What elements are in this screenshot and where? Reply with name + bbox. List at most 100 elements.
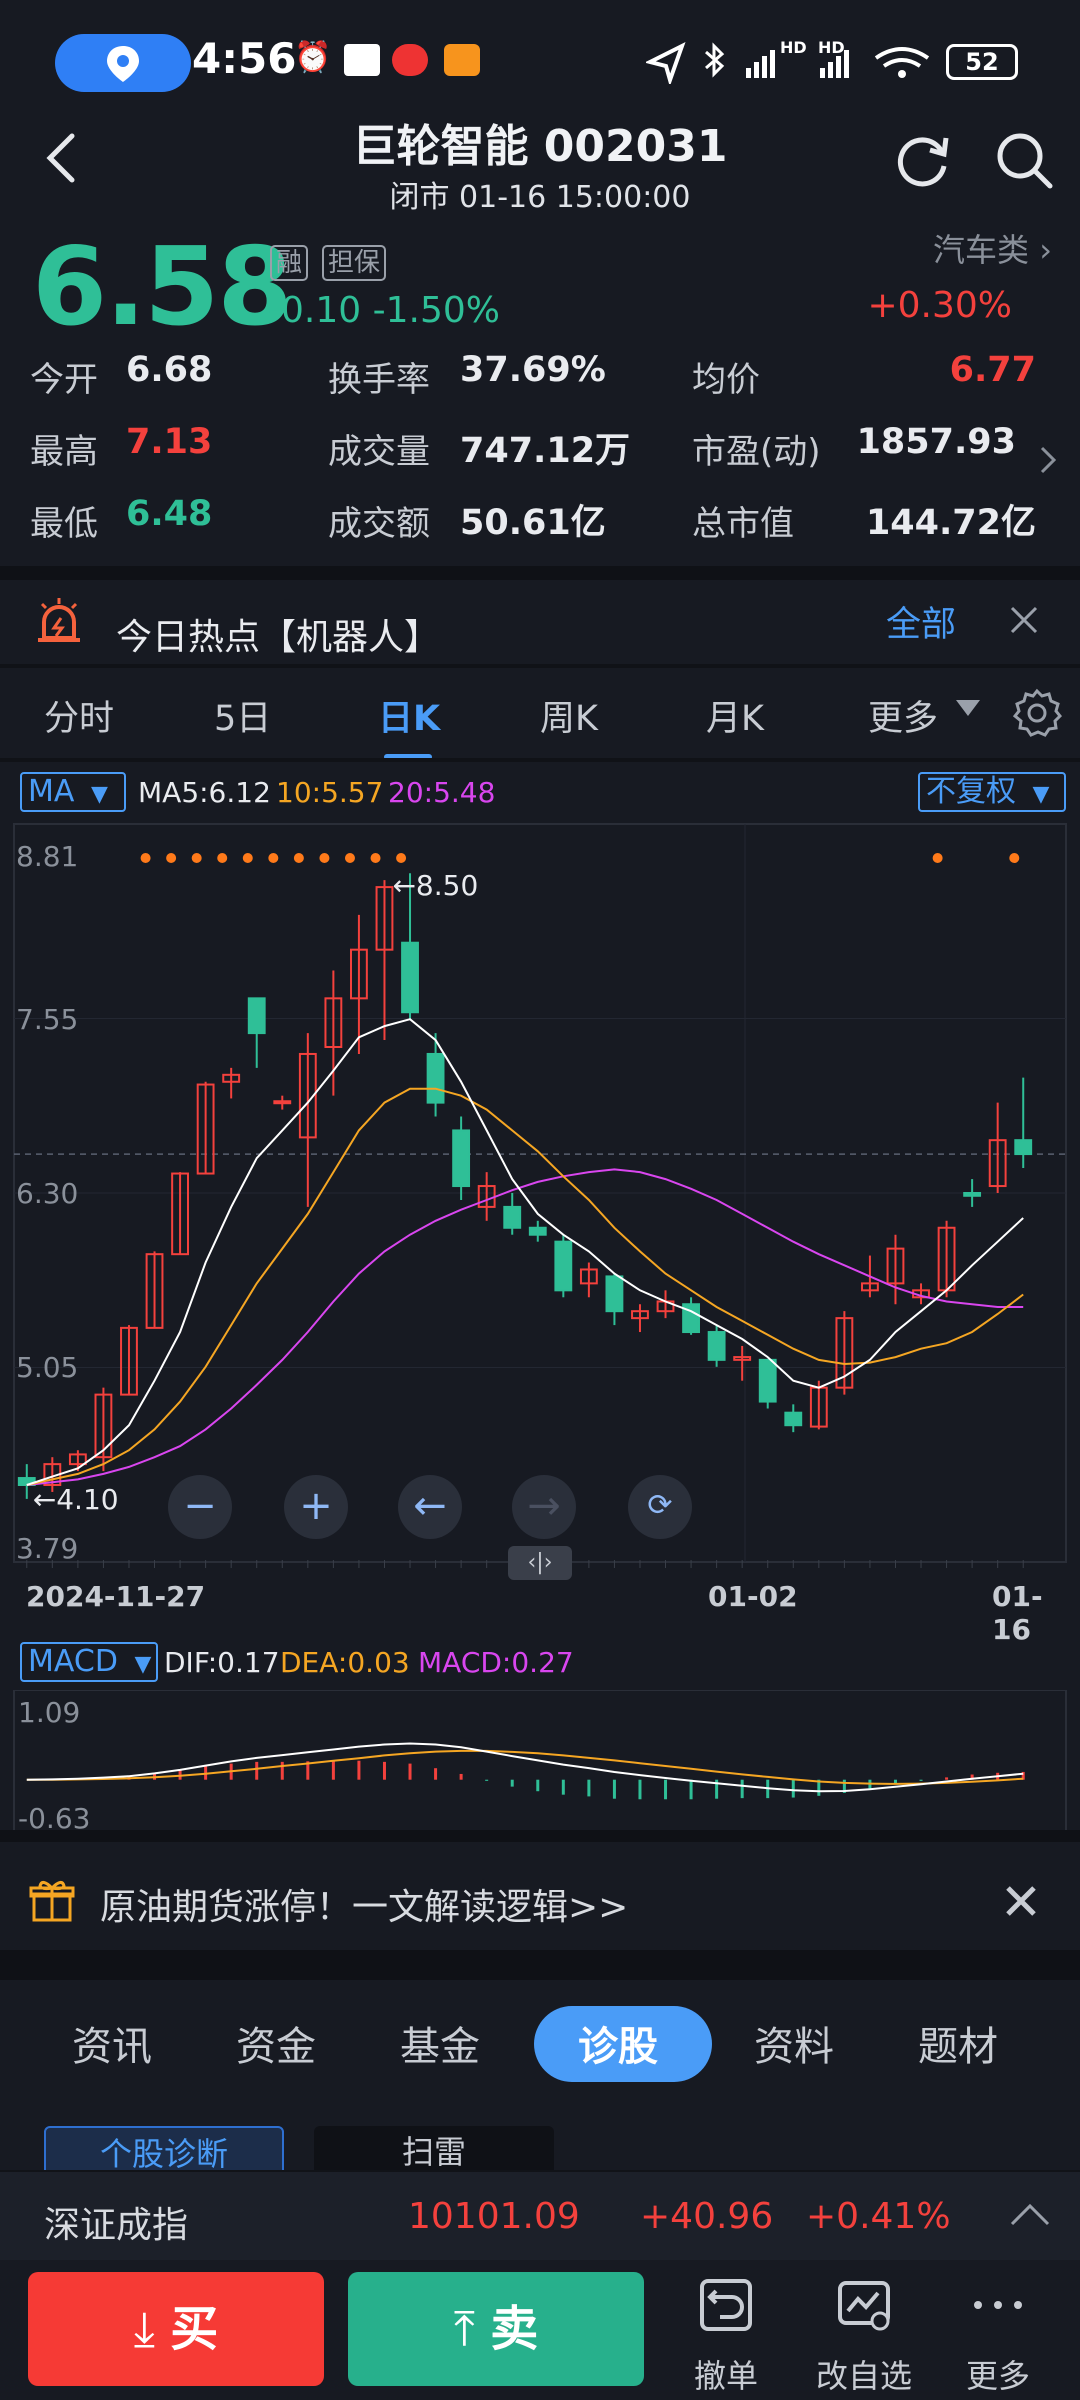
index-name: 深证成指 [44,2205,189,2246]
cancel-order-button[interactable]: 撤单 [656,2275,796,2397]
macd-y-tick-top: 1.09 [18,1696,80,1729]
dea-line [26,1749,1024,1785]
chevron-right-icon: › [1039,231,1052,269]
index-change: +40.96 [640,2196,774,2237]
candle-body [298,1052,317,1139]
pan-left-button[interactable]: ← [398,1475,462,1539]
caret-down-icon: ▼ [127,1652,152,1677]
hot-topic-all-link[interactable]: 全部 [886,605,957,645]
refresh-icon[interactable] [894,130,954,190]
candle-body [963,1192,982,1197]
candle-body [733,1356,752,1361]
section-divider [0,1950,1080,1980]
candle-body [707,1331,726,1361]
stat-label: 成交额 [328,504,430,544]
stat-label: 最低 [30,504,98,544]
stat-value: 1857.93 [856,422,1016,462]
upload-arrow-icon: ⤒ [453,2301,491,2357]
candle-body [528,1226,547,1236]
event-marker-dot [344,853,355,863]
x-tick-start: 2024-11-27 [26,1580,206,1613]
tab-period[interactable]: 日K [378,699,441,739]
candle-body [886,1247,905,1285]
caret-down-icon[interactable] [954,696,982,720]
search-icon[interactable] [992,128,1056,192]
macd-chart[interactable]: 1.09 -0.63 [0,1690,1080,1840]
hot-topic-text[interactable]: 今日热点【机器人】 [116,617,441,658]
more-button[interactable]: 更多 [928,2275,1068,2397]
stat-value: 747.12万 [460,431,631,471]
stat-value: 50.61亿 [460,503,606,543]
candle-body [171,1172,189,1256]
subtab[interactable]: 诊股 [578,2024,658,2070]
zoom-in-button[interactable]: + [284,1475,348,1539]
chip-stock-diagnosis[interactable]: 个股诊断 [44,2126,284,2176]
buy-button[interactable]: ⤓ 买 [28,2272,324,2386]
event-marker-dot [1009,853,1020,863]
section-divider [0,758,1080,762]
gift-icon [29,1881,75,1922]
candle-body [324,997,343,1049]
dif-line [26,1742,1024,1793]
event-marker-dot [242,853,253,863]
alarm-bell-icon [38,598,80,642]
event-marker-dot [932,853,943,863]
close-icon[interactable] [1004,1884,1038,1918]
adjust-select[interactable]: 不复权 ▼ [918,772,1066,812]
candle-body [145,1253,164,1329]
location-pill[interactable] [55,34,191,92]
sector-link[interactable]: 汽车类 › [933,225,1052,271]
candle-body [988,1139,1007,1188]
cancel-order-label: 撤单 [693,2357,758,2395]
candlestick-chart[interactable]: 8.81 7.55 6.30 5.05 3.79 ←8.50 ←4.10 [0,820,1080,1620]
app-icon-bank [392,44,428,76]
stat-label: 换手率 [328,360,430,400]
edit-watchlist-label: 改自选 [815,2357,912,2395]
battery-indicator: 52 [946,44,1018,80]
subtab[interactable]: 资料 [754,2024,834,2070]
zoom-out-button[interactable]: − [168,1475,232,1539]
chevron-up-icon[interactable] [1008,2200,1052,2228]
event-marker-dot [293,853,304,863]
chevron-right-icon[interactable] [1036,444,1060,476]
range-slider-handle[interactable]: ‹|› [508,1546,572,1580]
news-headline[interactable]: 原油期货涨停！一文解读逻辑>> [100,1887,629,1928]
back-arrow-icon[interactable] [42,130,82,186]
high-marker: ←8.50 [392,869,478,902]
close-icon[interactable] [1008,604,1040,636]
sell-button[interactable]: ⤒ 卖 [348,2272,644,2386]
candle-body [222,1073,241,1083]
price-change: -0.10 -1.50% [268,290,500,331]
subtab[interactable]: 基金 [400,2024,480,2070]
rotate-screen-button[interactable]: ⟳ [628,1475,692,1539]
macd-frame [13,1690,1067,1837]
plus-icon: + [299,1483,333,1529]
network-label-2: HD [818,38,845,57]
event-marker-dot [166,853,177,863]
pan-right-button[interactable]: → [512,1475,576,1539]
settings-gear-icon[interactable] [1012,688,1062,738]
index-ticker-bar[interactable] [0,2170,1080,2260]
macd-indicator-select[interactable]: MACD ▼ [20,1642,158,1682]
subtab[interactable]: 资金 [236,2024,316,2070]
tab-period[interactable]: 分时 [44,699,115,739]
ma10-line [26,1087,1024,1486]
ma-indicator-select[interactable]: MA ▼ [20,772,126,812]
chip-risk-scan[interactable]: 扫雷 [314,2126,554,2176]
subtab[interactable]: 题材 [918,2024,998,2070]
network-label-1: HD [780,38,807,57]
tab-period[interactable]: 5日 [214,699,272,739]
edit-watchlist-button[interactable]: 改自选 [794,2275,934,2397]
candle-body [273,1100,292,1105]
subtab[interactable]: 资讯 [72,2024,152,2070]
stat-value: 37.69% [460,350,606,390]
download-arrow-icon: ⤓ [133,2301,171,2357]
event-marker-dot [140,853,151,863]
tab-period[interactable]: 更多 [868,699,939,739]
event-marker-dot [370,853,381,863]
wifi-icon [874,47,930,78]
dif-legend: DIF:0.17 [164,1646,280,1679]
tab-period[interactable]: 月K [706,699,764,739]
tab-period[interactable]: 周K [540,699,598,739]
candle-body [579,1268,598,1285]
